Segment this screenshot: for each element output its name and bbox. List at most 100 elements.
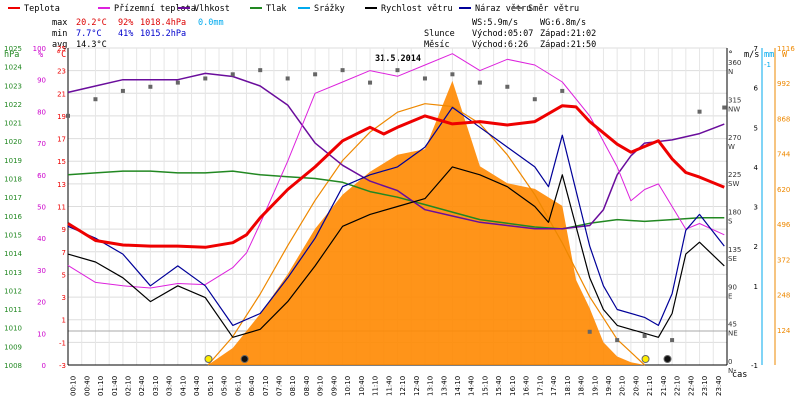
time-tick-label: 23:10	[701, 376, 709, 396]
time-tick-label: 10:40	[358, 376, 366, 396]
direction-cardinal-label: N	[728, 68, 733, 76]
wind-gust-info: WG:6.8m/s	[540, 18, 586, 28]
hpa-tick-label: 1025	[4, 45, 22, 53]
ms-tick-label: 5	[754, 124, 758, 132]
celsius-tick-label: 15	[57, 158, 66, 166]
direction-cardinal-label: SE	[728, 255, 737, 263]
time-tick-label: 07:10	[262, 376, 270, 396]
hpa-tick-label: 1014	[4, 250, 22, 258]
wind-gust-line	[67, 106, 725, 326]
time-tick-label: 13:40	[440, 376, 448, 396]
wind-direction-point	[395, 68, 400, 73]
time-tick-label: 13:10	[427, 376, 435, 396]
time-tick-label: 20:40	[632, 376, 640, 396]
time-tick-label: 19:40	[605, 376, 613, 396]
wind-direction-point	[258, 68, 263, 73]
legend-label: Přízemní teplota	[114, 4, 196, 14]
time-tick-label: 09:40	[330, 376, 338, 396]
ms-tick-label: 4	[754, 164, 759, 172]
wind-direction-point	[175, 80, 180, 85]
time-tick-label: 15:10	[481, 376, 489, 396]
stat-max-press: 1018.4hPa	[140, 18, 186, 28]
direction-tick-label: 270	[728, 134, 741, 142]
direction-tick-label: 180	[728, 209, 741, 217]
ms-tick-label: -1	[751, 362, 758, 370]
time-tick-label: 22:40	[687, 376, 695, 396]
ms-tick-label: 1	[754, 283, 758, 291]
hpa-tick-label: 1022	[4, 101, 22, 109]
moonset-marker	[663, 355, 672, 363]
percent-tick-label: 100	[33, 45, 46, 53]
direction-cardinal-label: E	[728, 292, 732, 300]
sun-label: Slunce	[424, 29, 455, 39]
wind-direction-point	[66, 113, 70, 118]
percent-axis-unit: %	[38, 50, 43, 60]
percent-tick-label: 40	[37, 235, 46, 243]
ground-temperature-line	[67, 53, 725, 289]
celsius-tick-label: 25	[57, 45, 66, 53]
wind-direction-point	[615, 338, 620, 343]
direction-cardinal-label: NE	[728, 330, 738, 338]
wind-direction-point	[587, 329, 592, 334]
percent-tick-label: 70	[37, 140, 46, 148]
time-tick-label: 22:10	[674, 376, 682, 396]
time-tick-label: 21:40	[660, 376, 668, 396]
wind-direction-point	[532, 97, 537, 102]
stat-min-temp: 7.7°C	[76, 29, 102, 39]
celsius-tick-label: 19	[57, 113, 66, 121]
humidity-line	[67, 72, 725, 230]
moon-set: Západ:21:50	[540, 40, 596, 50]
wind-direction-point	[642, 333, 647, 338]
direction-cardinal-label: N	[728, 367, 733, 375]
time-tick-label: 17:40	[550, 376, 558, 396]
hpa-tick-label: 1016	[4, 213, 22, 221]
wind-direction-point	[422, 76, 427, 81]
wind-direction-point	[203, 76, 208, 81]
ms-tick-label: 3	[754, 204, 758, 212]
moon-label: Měsíc	[424, 40, 450, 50]
stat-min-hum: 41%	[118, 29, 133, 39]
time-tick-label: 12:10	[399, 376, 407, 396]
time-tick-label: 16:10	[509, 376, 517, 396]
time-tick-label: 14:10	[454, 376, 462, 396]
time-tick-label: 23:40	[715, 376, 723, 396]
hpa-tick-label: 1010	[4, 325, 22, 333]
time-tick-label: 02:40	[138, 376, 146, 396]
direction-tick-label: 90	[728, 283, 737, 291]
wm2-tick-label: 744	[777, 151, 791, 159]
direction-axis-unit: °	[728, 50, 733, 60]
percent-tick-label: 60	[37, 172, 46, 180]
time-tick-label: 21:10	[646, 376, 654, 396]
celsius-tick-label: 13	[57, 181, 66, 189]
wind-speed-info: WS:5.9m/s	[472, 18, 518, 28]
hpa-tick-label: 1021	[4, 120, 22, 128]
hpa-tick-label: 1009	[4, 343, 22, 351]
time-tick-label: 03:40	[166, 376, 174, 396]
hpa-tick-label: 1024	[4, 64, 22, 72]
time-tick-label: 04:40	[193, 376, 201, 396]
sunrise-marker	[204, 355, 213, 363]
time-tick-label: 08:40	[303, 376, 311, 396]
legend-label: Tlak	[266, 4, 286, 14]
wind-direction-point	[368, 80, 373, 85]
celsius-tick-label: -3	[59, 362, 66, 370]
wm2-tick-label: 248	[777, 292, 790, 300]
wind-direction-point	[560, 88, 565, 93]
wind-direction-point	[670, 338, 675, 343]
percent-tick-label: 30	[37, 267, 46, 275]
stat-label-min: min	[52, 29, 67, 39]
direction-tick-label: 315	[728, 96, 741, 104]
time-tick-label: 09:10	[317, 376, 325, 396]
hpa-tick-label: 1012	[4, 287, 22, 295]
time-tick-label: 00:40	[83, 376, 91, 396]
wm2-tick-label: 496	[777, 221, 791, 229]
celsius-tick-label: 21	[57, 90, 66, 98]
stat-label-max: max	[52, 18, 67, 28]
stat-max-temp: 20.2°C	[76, 18, 107, 28]
time-tick-label: 07:40	[276, 376, 284, 396]
celsius-tick-label: 5	[62, 271, 66, 279]
wind-direction-point	[505, 84, 510, 89]
time-tick-label: 06:40	[248, 376, 256, 396]
time-tick-label: 17:10	[536, 376, 544, 396]
